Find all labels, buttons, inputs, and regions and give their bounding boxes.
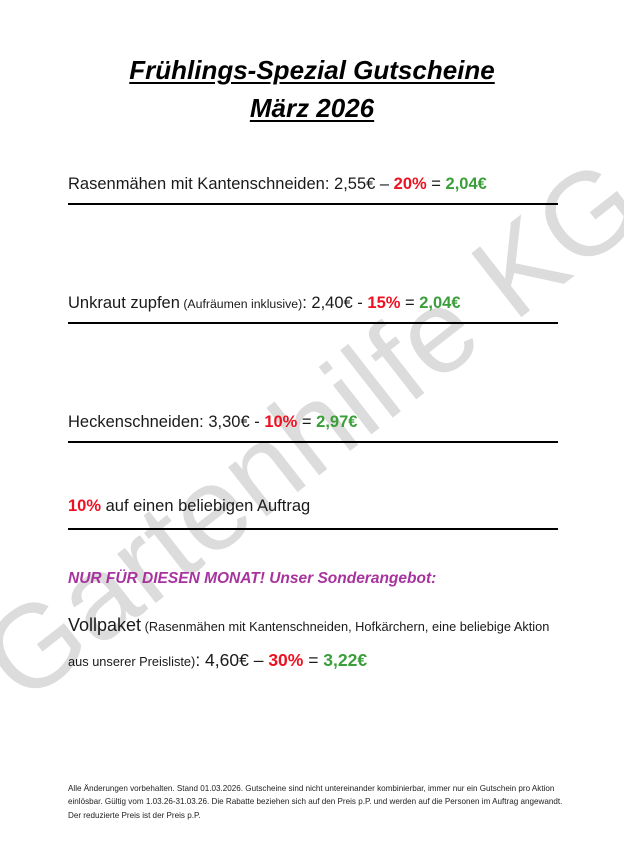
- offer-final-price: 2,04€: [445, 175, 487, 194]
- title-line-2: März 2026: [249, 92, 375, 123]
- package-operator: –: [248, 649, 269, 670]
- offer-text: 10% auf einen beliebigen Auftrag: [68, 495, 558, 519]
- offer-service-name: Rasenmähen mit Kantenschneiden: [68, 175, 325, 194]
- special-offer-body: Vollpaket (Rasenmähen mit Kantenschneide…: [68, 608, 558, 677]
- offer-list: Rasenmähen mit Kantenschneiden: 2,55€ – …: [0, 173, 624, 531]
- offer-row-rasenmaehen: Rasenmähen mit Kantenschneiden: 2,55€ – …: [68, 173, 558, 206]
- offer-row-heckenschneiden: Heckenschneiden: 3,30€ - 10% = 2,97€: [68, 411, 558, 444]
- offer-final-price: 2,97€: [316, 413, 358, 432]
- package-parenthetical: (Rasenmähen mit Kantenschneiden, Hofkärc…: [68, 618, 550, 669]
- offer-equals: =: [297, 413, 317, 432]
- offer-discount-percent: 20%: [393, 175, 427, 194]
- offer-base-price: 2,55€: [334, 175, 376, 194]
- title-line-1: Frühlings-Spezial Gutscheine: [129, 55, 495, 85]
- package-colon: :: [195, 649, 206, 670]
- offer-divider: [68, 528, 558, 531]
- page-title: Frühlings-Spezial Gutscheine März 2026: [0, 0, 624, 127]
- footer-fine-print: Alle Änderungen vorbehalten. Stand 01.03…: [68, 782, 574, 822]
- offer-parenthetical: (Aufräumen inklusive): [179, 297, 303, 312]
- offer-colon: :: [324, 175, 335, 194]
- offer-row-unkraut: Unkraut zupfen (Aufräumen inklusive): 2,…: [68, 292, 558, 325]
- offer-discount-percent: 15%: [367, 294, 401, 313]
- generic-offer-text: auf einen beliebigen Auftrag: [101, 497, 311, 516]
- package-base-price: 4,60€: [205, 649, 249, 670]
- package-equals: =: [303, 649, 324, 670]
- offer-discount-percent: 10%: [264, 413, 298, 432]
- package-final-price: 3,22€: [323, 649, 368, 670]
- offer-text: Heckenschneiden: 3,30€ - 10% = 2,97€: [68, 411, 558, 435]
- offer-divider: [68, 322, 558, 325]
- offer-divider: [68, 203, 558, 206]
- special-offer-section: NUR FÜR DIESEN MONAT! Unser Sonderangebo…: [0, 568, 624, 677]
- offer-equals: =: [426, 175, 446, 194]
- offer-base-price: 3,30€: [208, 413, 250, 432]
- offer-base-price: 2,40€: [311, 294, 353, 313]
- document-content: Frühlings-Spezial Gutscheine März 2026 R…: [0, 0, 624, 677]
- package-name: Vollpaket: [68, 614, 142, 635]
- offer-text: Rasenmähen mit Kantenschneiden: 2,55€ – …: [68, 173, 558, 197]
- offer-divider: [68, 441, 558, 444]
- special-offer-heading: NUR FÜR DIESEN MONAT! Unser Sonderangebo…: [68, 570, 437, 588]
- generic-offer-discount: 10%: [68, 497, 102, 516]
- offer-operator: –: [375, 175, 394, 194]
- offer-equals: =: [400, 294, 420, 313]
- offer-operator: -: [249, 413, 265, 432]
- offer-text: Unkraut zupfen (Aufräumen inklusive): 2,…: [68, 292, 558, 316]
- package-discount-percent: 30%: [268, 649, 304, 670]
- offer-colon: :: [199, 413, 209, 432]
- footer-text: Alle Änderungen vorbehalten. Stand 01.03…: [68, 784, 563, 820]
- offer-colon: :: [302, 294, 312, 313]
- offer-service-name: Unkraut zupfen: [68, 294, 180, 313]
- offer-operator: -: [352, 294, 368, 313]
- offer-final-price: 2,04€: [419, 294, 461, 313]
- offer-row-generic: 10% auf einen beliebigen Auftrag: [68, 495, 558, 531]
- offer-service-name: Heckenschneiden: [68, 413, 200, 432]
